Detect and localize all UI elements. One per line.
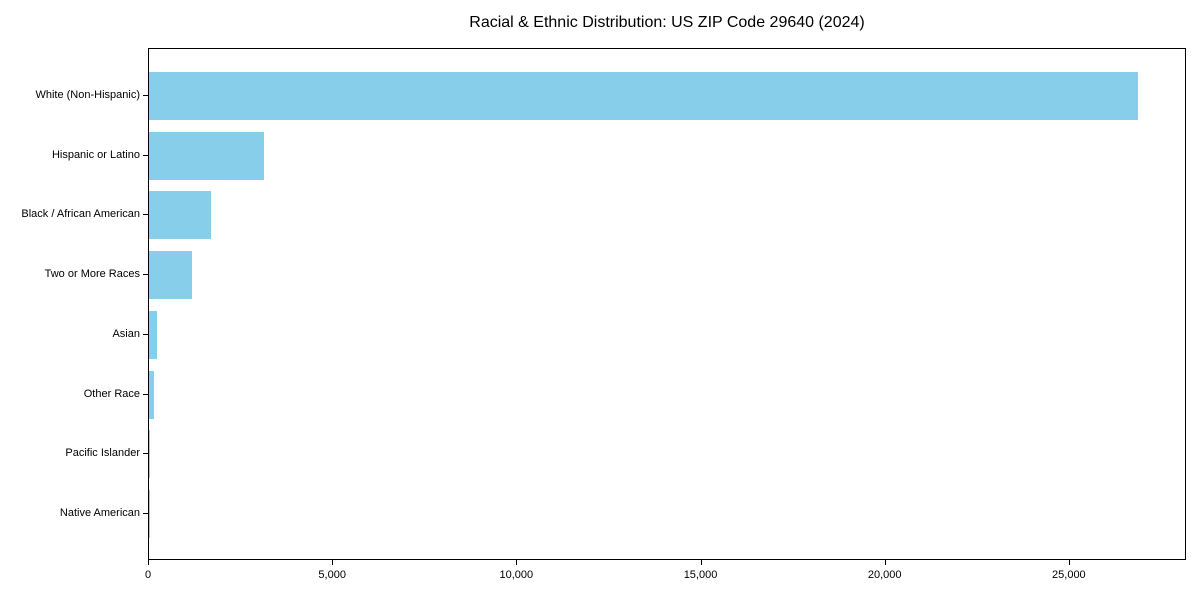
x-tick-label: 5,000 — [318, 569, 346, 581]
bar-pacific-islander — [149, 430, 151, 479]
x-tick-mark — [148, 560, 149, 565]
bar-two-or-more-races — [149, 251, 192, 300]
y-tick-label: Other Race — [83, 387, 140, 400]
x-tick-label: 15,000 — [683, 569, 718, 581]
x-tick-mark — [332, 560, 334, 565]
y-tick-mark — [143, 333, 148, 335]
x-tick-mark — [1068, 560, 1070, 565]
y-tick-label: White (Non-Hispanic) — [35, 89, 140, 101]
bar-black-african-american — [149, 191, 212, 240]
bar-hispanic-or-latino — [149, 131, 264, 180]
x-tick-mark — [516, 560, 518, 565]
bar-white-non-hispanic — [149, 72, 1138, 120]
y-tick-mark — [143, 214, 148, 216]
x-tick-mark — [884, 560, 886, 565]
x-tick-label: 25,000 — [1052, 569, 1086, 581]
y-tick-label: Black / African American — [21, 208, 140, 221]
y-tick-mark — [143, 393, 148, 395]
x-tick-label: 20,000 — [867, 569, 902, 581]
y-tick-mark — [143, 95, 148, 96]
y-tick-label: Pacific Islander — [65, 447, 140, 460]
y-tick-label: Two or More Races — [44, 268, 140, 281]
y-tick-mark — [143, 453, 148, 455]
y-tick-mark — [143, 154, 148, 156]
x-tick-label: 10,000 — [499, 569, 534, 581]
y-tick-label: Asian — [112, 327, 140, 340]
y-tick-label: Native American — [59, 507, 140, 519]
plot-area — [148, 48, 1186, 560]
bar-asian — [149, 310, 157, 359]
chart-title: Racial & Ethnic Distribution: US ZIP Cod… — [469, 14, 865, 31]
y-tick-mark — [143, 274, 148, 276]
bar-other-race — [149, 370, 154, 419]
y-tick-mark — [143, 513, 148, 514]
x-tick-mark — [700, 560, 702, 565]
x-tick-label: 0 — [144, 569, 152, 581]
y-tick-label: Hispanic or Latino — [51, 148, 140, 161]
